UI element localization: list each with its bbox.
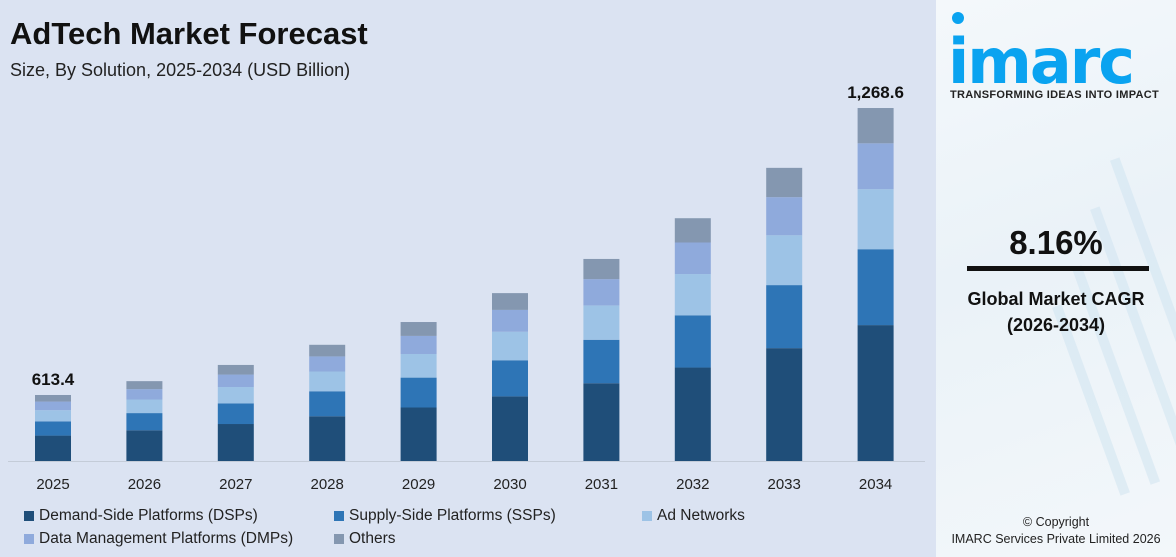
bar-segment-2025 bbox=[35, 410, 71, 422]
x-tick-label: 2033 bbox=[768, 476, 801, 493]
chart-subtitle: Size, By Solution, 2025-2034 (USD Billio… bbox=[10, 60, 351, 80]
legend-item-ad-networks: Ad Networks bbox=[642, 507, 745, 525]
legend-item-others: Others bbox=[334, 530, 396, 548]
copyright: © Copyright IMARC Services Private Limit… bbox=[936, 514, 1176, 548]
bar-segment-2025 bbox=[35, 421, 71, 436]
bar-segment-2028 bbox=[309, 391, 346, 417]
bar-segment-2033 bbox=[766, 285, 803, 349]
bar-segment-2033 bbox=[766, 235, 803, 286]
imarc-logo: imarc bbox=[948, 12, 1135, 88]
cagr-value: 8.16% bbox=[1009, 224, 1103, 261]
bar-segment-2027 bbox=[217, 387, 254, 404]
bar-segment-2034 bbox=[857, 189, 894, 250]
bar-segment-2032 bbox=[674, 315, 711, 368]
bar-segment-2032 bbox=[674, 367, 711, 461]
bar-segment-2027 bbox=[217, 424, 254, 461]
bar-segment-2034 bbox=[857, 108, 894, 144]
bar-segment-2027 bbox=[217, 403, 254, 425]
bar-segment-2033 bbox=[766, 167, 803, 198]
x-tick-label: 2025 bbox=[36, 476, 69, 493]
copyright-company: IMARC Services Private Limited 2026 bbox=[951, 532, 1161, 546]
x-tick-label: 2028 bbox=[311, 476, 344, 493]
bar-segment-2028 bbox=[309, 371, 346, 392]
x-tick-label: 2032 bbox=[676, 476, 709, 493]
total-data-label: 613.4 bbox=[32, 370, 75, 389]
legend-swatch bbox=[24, 534, 34, 544]
svg-text:imarc: imarc bbox=[948, 25, 1133, 88]
bar-segment-2029 bbox=[400, 407, 437, 461]
cagr-divider bbox=[967, 266, 1149, 271]
x-tick-label: 2031 bbox=[585, 476, 618, 493]
legend-label: Ad Networks bbox=[657, 507, 745, 524]
bar-segment-2028 bbox=[309, 344, 346, 357]
legend-label: Data Management Platforms (DMPs) bbox=[39, 530, 294, 547]
x-tick-label: 2026 bbox=[128, 476, 161, 493]
chart-title: AdTech Market Forecast bbox=[10, 16, 368, 51]
legend-item-dmp: Data Management Platforms (DMPs) bbox=[24, 530, 293, 548]
bar-segment-2028 bbox=[309, 416, 346, 461]
bar-segment-2034 bbox=[857, 143, 894, 190]
bar-segment-2030 bbox=[492, 396, 528, 461]
legend-label: Supply-Side Platforms (SSPs) bbox=[349, 507, 556, 524]
bar-segment-2030 bbox=[492, 360, 528, 397]
bar-segment-2030 bbox=[492, 331, 528, 361]
x-tick-label: 2034 bbox=[859, 476, 892, 493]
cagr-period: (2026-2034) bbox=[1006, 315, 1106, 335]
bar-segment-2032 bbox=[674, 218, 711, 243]
cagr-label-text: Global Market CAGR bbox=[967, 289, 1145, 309]
cagr-label: Global Market CAGR (2026-2034) bbox=[936, 286, 1176, 338]
bar-segment-2033 bbox=[766, 197, 803, 236]
bar-segment-2032 bbox=[674, 242, 711, 275]
legend-label: Others bbox=[349, 530, 396, 547]
logo-tagline: TRANSFORMING IDEAS INTO IMPACT bbox=[950, 89, 1160, 101]
legend-item-dsp: Demand-Side Platforms (DSPs) bbox=[24, 507, 258, 525]
bar-segment-2025 bbox=[35, 401, 71, 411]
bar-segment-2027 bbox=[217, 374, 254, 388]
bar-segment-2026 bbox=[126, 413, 163, 431]
bar-segment-2032 bbox=[674, 274, 711, 316]
bar-segment-2026 bbox=[126, 389, 163, 400]
bar-segment-2026 bbox=[126, 399, 163, 414]
bar-segment-2026 bbox=[126, 430, 163, 461]
x-tick-label: 2029 bbox=[402, 476, 435, 493]
bar-segment-2026 bbox=[126, 381, 163, 390]
bar-segment-2025 bbox=[35, 394, 71, 402]
bar-segment-2031 bbox=[583, 279, 620, 306]
legend-swatch bbox=[24, 511, 34, 521]
bar-segment-2025 bbox=[35, 435, 71, 461]
bar-segment-2034 bbox=[857, 325, 894, 461]
legend-item-ssp: Supply-Side Platforms (SSPs) bbox=[334, 507, 556, 525]
bar-segment-2031 bbox=[583, 339, 620, 384]
legend-swatch bbox=[334, 511, 344, 521]
bar-segment-2033 bbox=[766, 348, 803, 461]
bar-segment-2030 bbox=[492, 309, 528, 332]
copyright-line: © Copyright bbox=[1022, 515, 1090, 529]
chart-panel: AdTech Market Forecast Size, By Solution… bbox=[8, 16, 925, 548]
bar-segment-2028 bbox=[309, 356, 346, 372]
stacked-bar-chart: 2025 613.4 2026 2027 2028 2029 2030 2031 2032 203… bbox=[8, 83, 925, 493]
bar-segment-2031 bbox=[583, 383, 620, 461]
bar-segment-2030 bbox=[492, 293, 528, 310]
bar-segment-2034 bbox=[857, 249, 894, 326]
bar-segment-2027 bbox=[217, 364, 254, 375]
legend-label: Demand-Side Platforms (DSPs) bbox=[39, 507, 258, 524]
total-data-label: 1,268.6 bbox=[847, 83, 904, 102]
x-tick-label: 2030 bbox=[493, 476, 526, 493]
info-sidebar: imarc TRANSFORMING IDEAS INTO IMPACT 8.1… bbox=[936, 0, 1176, 557]
bar-segment-2029 bbox=[400, 377, 437, 408]
bar-segment-2031 bbox=[583, 305, 620, 340]
bar-segment-2029 bbox=[400, 353, 437, 378]
bar-segment-2029 bbox=[400, 335, 437, 354]
legend-swatch bbox=[334, 534, 344, 544]
bar-segment-2029 bbox=[400, 322, 437, 336]
legend-swatch bbox=[642, 511, 652, 521]
bar-segment-2031 bbox=[583, 258, 620, 280]
x-tick-label: 2027 bbox=[219, 476, 252, 493]
